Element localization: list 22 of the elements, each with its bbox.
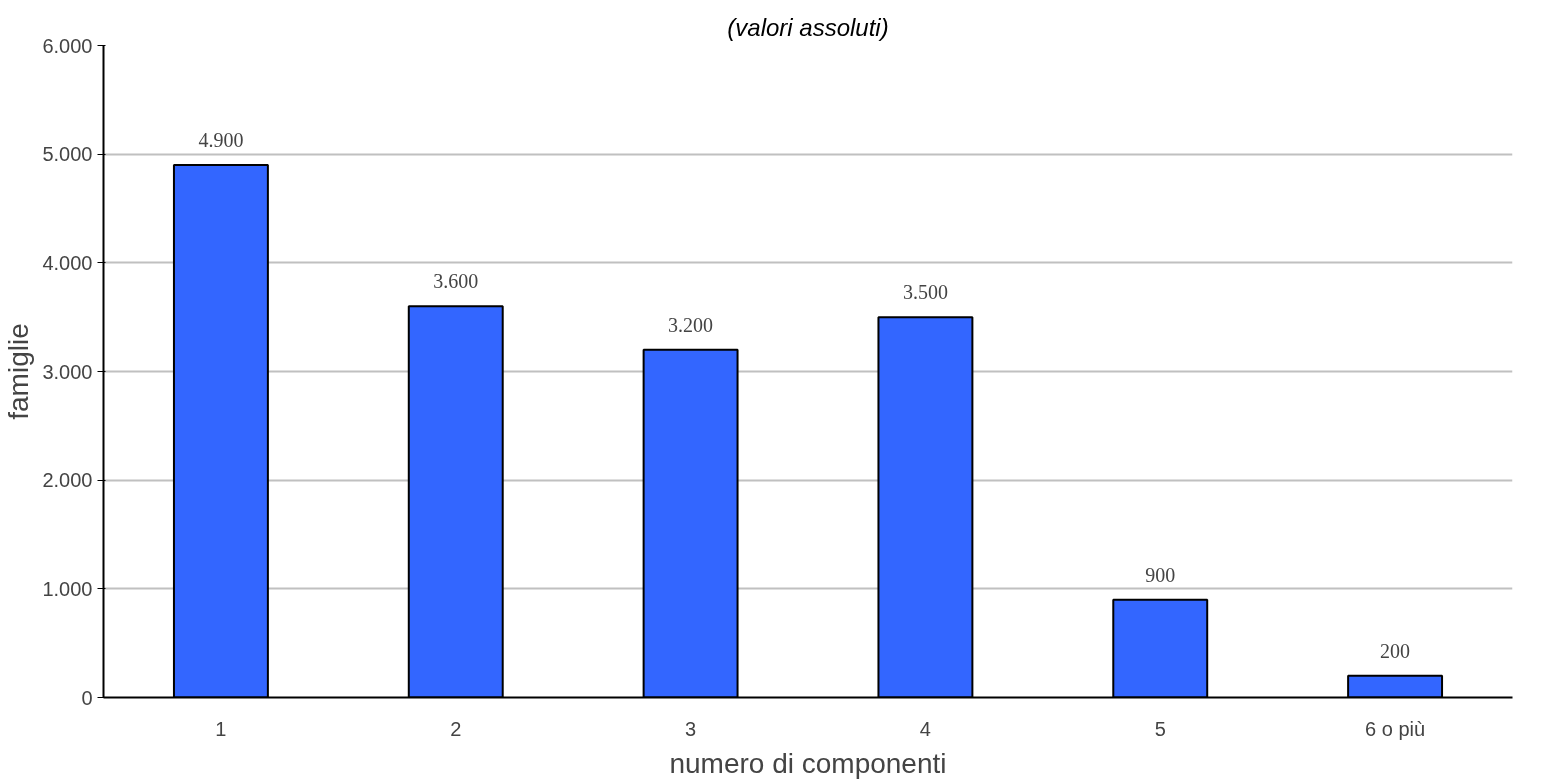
y-axis-title: famiglie [3, 323, 35, 420]
chart-subtitle: (valori assoluti) [727, 13, 889, 41]
y-tick-label: 3.000 [42, 360, 93, 383]
x-axis-title: numero di componenti [669, 747, 947, 779]
y-tick-label: 4.000 [42, 251, 93, 274]
x-tick-label: 5 [1154, 717, 1166, 740]
x-tick-label: 3 [685, 717, 697, 740]
x-tick-label: 2 [450, 717, 462, 740]
y-tick-label: 2.000 [42, 469, 93, 492]
data-label: 3.200 [668, 313, 714, 336]
y-tick-label: 6.000 [42, 34, 93, 57]
y-tick-label: 5.000 [42, 143, 93, 166]
y-tick-label: 0 [81, 686, 93, 709]
y-tick-label: 1.000 [42, 577, 93, 600]
data-label: 4.900 [198, 129, 244, 152]
x-tick-label: 6 o più [1365, 717, 1426, 740]
x-tick-label: 4 [919, 717, 931, 740]
data-label: 900 [1145, 563, 1176, 586]
data-label: 3.600 [433, 270, 479, 293]
x-tick-label: 1 [215, 717, 227, 740]
data-label: 3.500 [902, 281, 948, 304]
data-label: 200 [1380, 639, 1411, 662]
